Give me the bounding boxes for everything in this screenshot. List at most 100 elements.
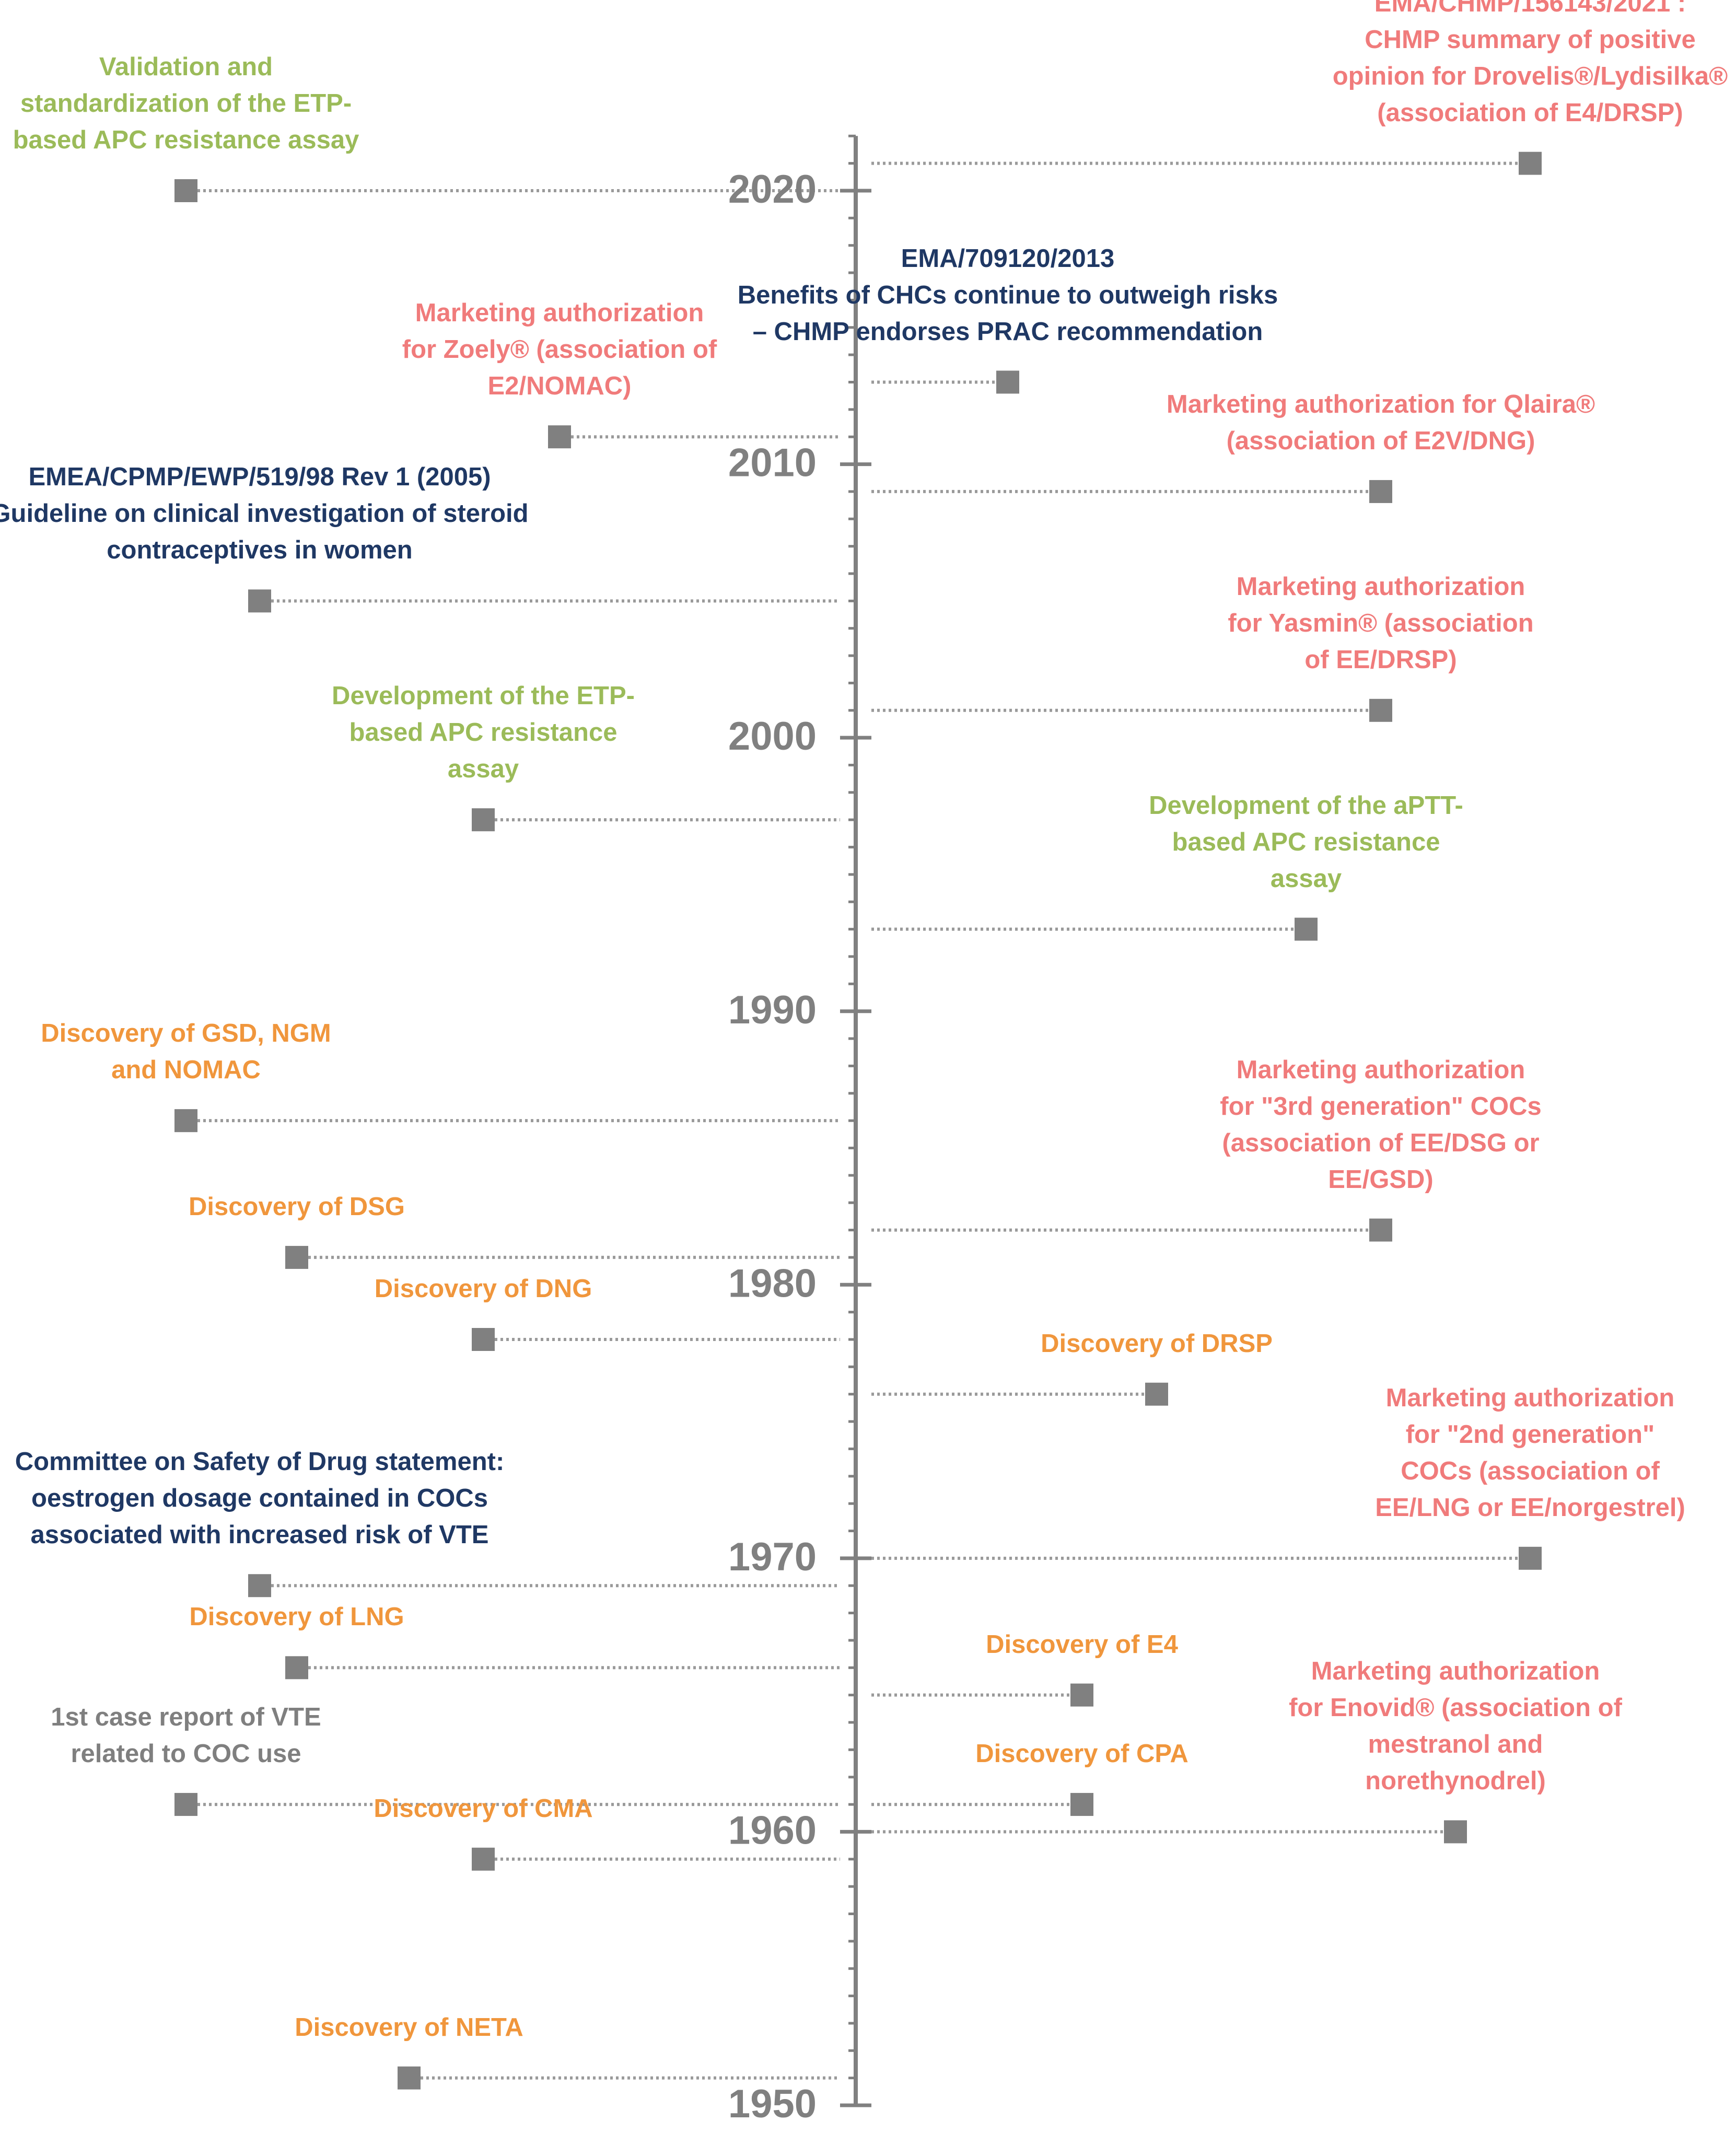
event-marker	[996, 370, 1019, 394]
event-label: Committee on Safety of Drug statement: oe…	[15, 1443, 505, 1553]
event-label-line: for "2nd generation"	[1405, 1420, 1655, 1449]
event-label-line: EMA/709120/2013	[901, 244, 1115, 273]
event-label-line: for Zoely® (association of	[402, 335, 717, 364]
event-label: EMA/CHMP/156143/2021 : CHMP summary of po…	[1333, 0, 1728, 131]
event-label: Discovery of DRSP	[1041, 1325, 1273, 1362]
event-label-line: Marketing authorization	[1311, 1657, 1600, 1686]
event-label: Marketing authorization for "2nd generati…	[1375, 1380, 1685, 1526]
event-label: Marketing authorization for Qlaira® (asso…	[1167, 386, 1595, 459]
event-label: Discovery of LNG	[189, 1599, 404, 1635]
event-label-line: Discovery of NETA	[295, 2013, 523, 2042]
event-label: Discovery of DSG	[189, 1188, 405, 1225]
event-marker	[174, 1109, 197, 1133]
event-label-line: mestranol and	[1368, 1730, 1543, 1759]
event-label: Discovery of DNG	[375, 1271, 592, 1307]
event-label-line: Discovery of CPA	[975, 1740, 1189, 1768]
event-label-line: assay	[1270, 864, 1342, 893]
event-label-line: for Enovid® (association of	[1289, 1694, 1622, 1722]
year-tick-label: 1950	[728, 2082, 817, 2126]
event-label-line: CHMP summary of positive	[1365, 25, 1696, 54]
year-tick-label: 1970	[728, 1535, 817, 1579]
event-label: EMEA/CPMP/EWP/519/98 Rev 1 (2005) Guideli…	[0, 459, 529, 568]
event-label-line: oestrogen dosage contained in COCs	[31, 1484, 488, 1513]
event-label: Discovery of GSD, NGM and NOMAC	[41, 1015, 331, 1088]
event-marker	[1145, 1382, 1168, 1406]
event-label-line: Discovery of CMA	[374, 1794, 593, 1823]
event-label-line: assay	[447, 755, 519, 784]
event-label-line: Marketing authorization	[1385, 1383, 1675, 1412]
event-label: EMA/709120/2013 Benefits of CHCs continue…	[738, 240, 1278, 350]
event-label: Marketing authorization for Yasmin® (asso…	[1228, 568, 1533, 678]
event-label-line: based APC resistance assay	[13, 126, 359, 154]
event-label-line: Guideline on clinical investigation of s…	[0, 499, 529, 528]
event-label-line: Discovery of E4	[986, 1630, 1178, 1659]
event-marker	[174, 179, 197, 202]
marker-layer	[174, 151, 1542, 2090]
event-label-line: of EE/DRSP)	[1304, 645, 1457, 674]
event-marker	[1295, 917, 1318, 941]
event-label-line: Discovery of LNG	[189, 1603, 404, 1631]
event-label-line: and NOMAC	[111, 1056, 261, 1085]
event-marker	[285, 1656, 308, 1680]
event-label-line: EE/LNG or EE/norgestrel)	[1375, 1493, 1685, 1522]
event-marker	[174, 1793, 197, 1816]
event-label-line: Marketing authorization	[415, 299, 704, 328]
connector-layer	[186, 161, 1530, 2080]
event-label-line: opinion for Drovelis®/Lydisilka®	[1332, 62, 1728, 90]
event-marker	[1070, 1683, 1093, 1707]
event-label-line: for "3rd generation" COCs	[1220, 1092, 1542, 1121]
event-label-line: COCs (association of	[1401, 1456, 1660, 1485]
event-label: Discovery of E4	[986, 1626, 1178, 1663]
event-label-line: based APC resistance	[349, 718, 617, 747]
year-tick-label: 1980	[728, 1261, 817, 1306]
year-tick-label: 1960	[728, 1809, 817, 1853]
event-label-line: Benefits of CHCs continue to outweigh ri…	[737, 281, 1278, 309]
year-tick-label: 2020	[728, 167, 817, 212]
event-label-line: EMA/CHMP/156143/2021 :	[1374, 0, 1686, 17]
event-marker	[1519, 1546, 1542, 1570]
event-label: Marketing authorization for "3rd generati…	[1220, 1052, 1542, 1198]
event-label-line: Marketing authorization for Qlaira®	[1166, 390, 1595, 418]
event-label-line: contraceptives in women	[107, 536, 413, 565]
event-marker	[1070, 1793, 1093, 1816]
event-label-line: norethynodrel)	[1365, 1767, 1546, 1796]
event-marker	[548, 425, 571, 449]
event-label: Discovery of CMA	[374, 1790, 592, 1827]
year-tick-label: 2010	[728, 441, 817, 485]
event-label: Validation and standardization of the ETP…	[13, 49, 359, 158]
event-label-line: Committee on Safety of Drug statement:	[15, 1448, 505, 1476]
event-marker	[285, 1245, 308, 1269]
event-label-line: E2/NOMAC)	[487, 372, 632, 401]
year-tick-label: 1990	[728, 988, 817, 1032]
event-marker	[1369, 480, 1392, 503]
event-label-line: Marketing authorization	[1236, 1055, 1525, 1084]
event-marker	[248, 1574, 271, 1598]
event-label: Development of the ETP-based APC resista…	[332, 678, 635, 787]
event-label-line: Discovery of GSD, NGM	[41, 1019, 331, 1048]
event-label-line: Discovery of DNG	[374, 1275, 592, 1303]
event-marker	[1369, 1218, 1392, 1242]
event-marker	[472, 1328, 495, 1351]
event-label-line: Development of the aPTT-	[1149, 791, 1463, 820]
event-marker	[248, 589, 271, 613]
event-label: Discovery of CPA	[975, 1735, 1189, 1772]
event-label-line: for Yasmin® (association	[1228, 609, 1534, 637]
event-label-line: Marketing authorization	[1236, 572, 1525, 601]
event-label: Development of the aPTT-based APC resist…	[1149, 787, 1463, 897]
event-marker	[472, 808, 495, 832]
event-label-line: standardization of the ETP-	[20, 89, 352, 118]
event-marker	[1444, 1820, 1467, 1844]
event-label: 1st case report of VTE related to COC use	[51, 1699, 321, 1772]
event-label-line: associated with increased risk of VTE	[30, 1521, 489, 1549]
timeline-axis: 1950 1960 1970 1980 1990 2000 2010 2020	[728, 134, 871, 2126]
event-marker	[1519, 151, 1542, 175]
event-label-line: 1st case report of VTE	[51, 1703, 321, 1732]
event-label-line: (association of E2V/DNG)	[1226, 426, 1535, 455]
event-label-line: – CHMP endorses PRAC recommendation	[752, 317, 1263, 346]
event-label-line: Development of the ETP-	[332, 682, 635, 710]
event-label-line: Validation and	[99, 53, 273, 81]
event-label: Marketing authorization for Zoely® (assoc…	[402, 295, 717, 404]
event-marker	[1369, 698, 1392, 722]
event-label-line: Discovery of DRSP	[1041, 1329, 1273, 1358]
